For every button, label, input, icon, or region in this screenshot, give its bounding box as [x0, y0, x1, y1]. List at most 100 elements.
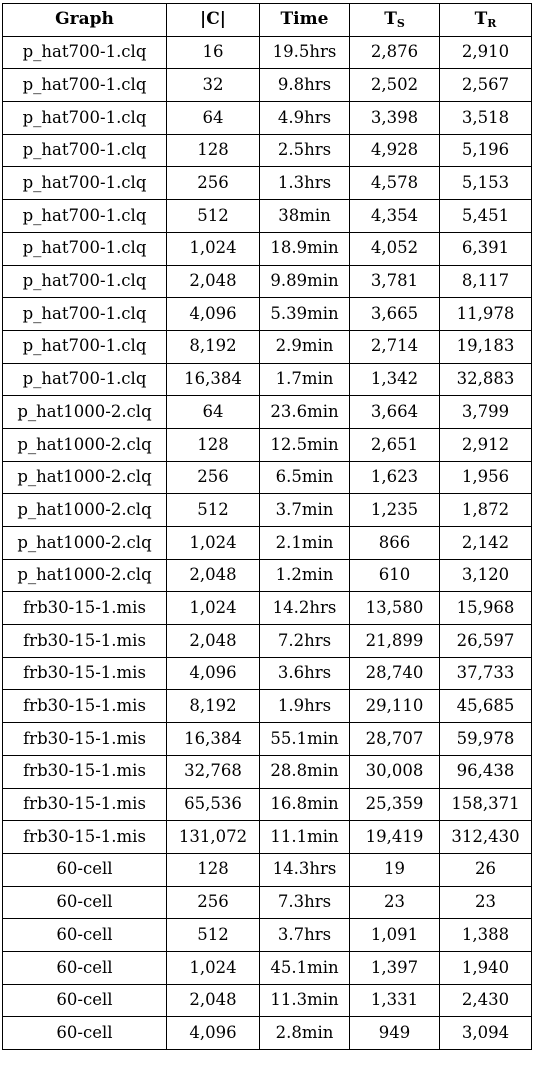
cell-tr: 15,968: [439, 591, 532, 626]
table-row: p_hat700-1.clq 1,024 18.9min 4,052 6,391: [2, 231, 532, 266]
cell-clique-size: 1,024: [166, 950, 260, 985]
cell-clique-size: 512: [166, 493, 260, 527]
cell-tr: 3,799: [439, 395, 532, 429]
header-tr-sub: R: [487, 17, 497, 31]
cell-ts: 29,110: [349, 689, 440, 724]
cell-time: 55.1min: [259, 722, 350, 756]
cell-ts: 4,052: [349, 231, 440, 266]
cell-ts: 2,876: [349, 35, 440, 70]
cell-time: 11.1min: [259, 820, 350, 854]
cell-ts: 3,665: [349, 297, 440, 331]
cell-ts: 1,397: [349, 950, 440, 985]
header-graph: Graph: [2, 3, 167, 37]
cell-ts: 28,740: [349, 656, 440, 691]
table-row: frb30-15-1.mis 65,536 16.8min 25,359 158,371: [2, 787, 532, 822]
cell-graph: p_hat1000-2.clq: [2, 395, 167, 429]
cell-tr: 1,956: [439, 460, 532, 495]
cell-clique-size: 2,048: [166, 558, 260, 593]
table-row: p_hat700-1.clq 16,384 1.7min 1,342 32,883: [2, 362, 532, 397]
cell-ts: 1,623: [349, 460, 440, 495]
cell-tr: 26,597: [439, 624, 532, 658]
cell-time: 1.2min: [259, 558, 350, 593]
cell-tr: 37,733: [439, 656, 532, 691]
cell-graph: p_hat700-1.clq: [2, 231, 167, 266]
cell-time: 38min: [259, 199, 350, 233]
cell-time: 1.3hrs: [259, 166, 350, 201]
cell-graph: 60-cell: [2, 885, 167, 920]
table-body: p_hat700-1.clq 16 19.5hrs 2,876 2,910 p_hat70…: [2, 35, 532, 1050]
cell-graph: p_hat700-1.clq: [2, 35, 167, 70]
cell-graph: p_hat700-1.clq: [2, 166, 167, 201]
table-row: p_hat700-1.clq 16 19.5hrs 2,876 2,910: [2, 35, 532, 70]
cell-clique-size: 16: [166, 35, 260, 70]
table-row: p_hat1000-2.clq 512 3.7min 1,235 1,872: [2, 493, 532, 527]
cell-graph: frb30-15-1.mis: [2, 722, 167, 756]
cell-ts: 3,398: [349, 101, 440, 135]
table-row: p_hat700-1.clq 8,192 2.9min 2,714 19,183: [2, 329, 532, 364]
table-row: p_hat700-1.clq 128 2.5hrs 4,928 5,196: [2, 133, 532, 168]
cell-tr: 2,142: [439, 526, 532, 560]
cell-ts: 3,781: [349, 264, 440, 299]
cell-time: 18.9min: [259, 231, 350, 266]
cell-ts: 1,235: [349, 493, 440, 527]
cell-tr: 1,872: [439, 493, 532, 527]
cell-time: 6.5min: [259, 460, 350, 495]
cell-tr: 3,518: [439, 101, 532, 135]
cell-graph: p_hat700-1.clq: [2, 68, 167, 103]
cell-clique-size: 1,024: [166, 526, 260, 560]
cell-tr: 1,940: [439, 950, 532, 985]
cell-time: 19.5hrs: [259, 35, 350, 70]
header-ts-main: T: [384, 9, 397, 30]
cell-time: 12.5min: [259, 427, 350, 462]
cell-time: 14.2hrs: [259, 591, 350, 626]
cell-tr: 19,183: [439, 329, 532, 364]
cell-ts: 2,651: [349, 427, 440, 462]
cell-ts: 2,714: [349, 329, 440, 364]
cell-ts: 1,091: [349, 918, 440, 952]
cell-graph: 60-cell: [2, 852, 167, 887]
cell-graph: frb30-15-1.mis: [2, 754, 167, 789]
table-row: p_hat700-1.clq 64 4.9hrs 3,398 3,518: [2, 101, 532, 135]
table-row: p_hat700-1.clq 4,096 5.39min 3,665 11,978: [2, 297, 532, 331]
cell-tr: 26: [439, 852, 532, 887]
cell-clique-size: 128: [166, 427, 260, 462]
cell-tr: 59,978: [439, 722, 532, 756]
cell-ts: 949: [349, 1016, 440, 1050]
cell-tr: 2,567: [439, 68, 532, 103]
cell-clique-size: 65,536: [166, 787, 260, 822]
cell-graph: 60-cell: [2, 983, 167, 1018]
cell-time: 45.1min: [259, 950, 350, 985]
cell-graph: 60-cell: [2, 918, 167, 952]
cell-time: 7.2hrs: [259, 624, 350, 658]
cell-tr: 32,883: [439, 362, 532, 397]
table-row: frb30-15-1.mis 2,048 7.2hrs 21,899 26,597: [2, 624, 532, 658]
cell-time: 4.9hrs: [259, 101, 350, 135]
cell-time: 9.89min: [259, 264, 350, 299]
cell-ts: 28,707: [349, 722, 440, 756]
table-row: 60-cell 4,096 2.8min 949 3,094: [2, 1016, 532, 1050]
cell-time: 23.6min: [259, 395, 350, 429]
table-row: frb30-15-1.mis 1,024 14.2hrs 13,580 15,968: [2, 591, 532, 626]
cell-time: 1.7min: [259, 362, 350, 397]
table-row: 60-cell 512 3.7hrs 1,091 1,388: [2, 918, 532, 952]
cell-time: 3.7min: [259, 493, 350, 527]
table-row: p_hat1000-2.clq 256 6.5min 1,623 1,956: [2, 460, 532, 495]
cell-tr: 2,910: [439, 35, 532, 70]
table-row: frb30-15-1.mis 131,072 11.1min 19,419 312,43…: [2, 820, 532, 854]
header-clique-size: |C|: [166, 3, 260, 37]
cell-ts: 13,580: [349, 591, 440, 626]
cell-ts: 19,419: [349, 820, 440, 854]
cell-ts: 2,502: [349, 68, 440, 103]
header-tr: TR: [439, 3, 532, 37]
header-ts: TS: [349, 3, 440, 37]
cell-graph: p_hat700-1.clq: [2, 199, 167, 233]
table-row: 60-cell 2,048 11.3min 1,331 2,430: [2, 983, 532, 1018]
cell-time: 7.3hrs: [259, 885, 350, 920]
cell-tr: 11,978: [439, 297, 532, 331]
cell-clique-size: 131,072: [166, 820, 260, 854]
cell-tr: 2,430: [439, 983, 532, 1018]
cell-ts: 19: [349, 852, 440, 887]
cell-graph: p_hat1000-2.clq: [2, 558, 167, 593]
cell-tr: 8,117: [439, 264, 532, 299]
cell-clique-size: 32,768: [166, 754, 260, 789]
